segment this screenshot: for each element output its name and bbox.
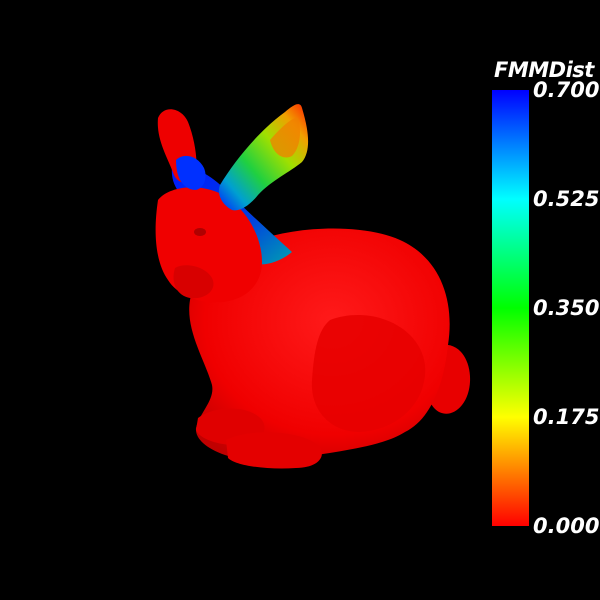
colorbar-tick-max: 0.700 [533, 78, 600, 102]
colorbar-tick-lower: 0.175 [533, 405, 600, 429]
colorbar-title: FMMDist [494, 58, 594, 82]
colorbar-tick-min: 0.000 [533, 514, 600, 538]
bunny-snout [173, 265, 214, 299]
bunny-eye [194, 228, 206, 236]
colorbar-tick-mid: 0.350 [533, 296, 600, 320]
bunny-ear-right-inner [270, 117, 300, 158]
bunny-paw-rear [226, 432, 322, 469]
colorbar [492, 90, 529, 526]
colorbar-gradient [492, 90, 529, 526]
bunny-haunch [311, 315, 426, 432]
colorbar-tick-upper: 0.525 [533, 187, 600, 211]
bunny-ear-left-base [176, 155, 206, 190]
